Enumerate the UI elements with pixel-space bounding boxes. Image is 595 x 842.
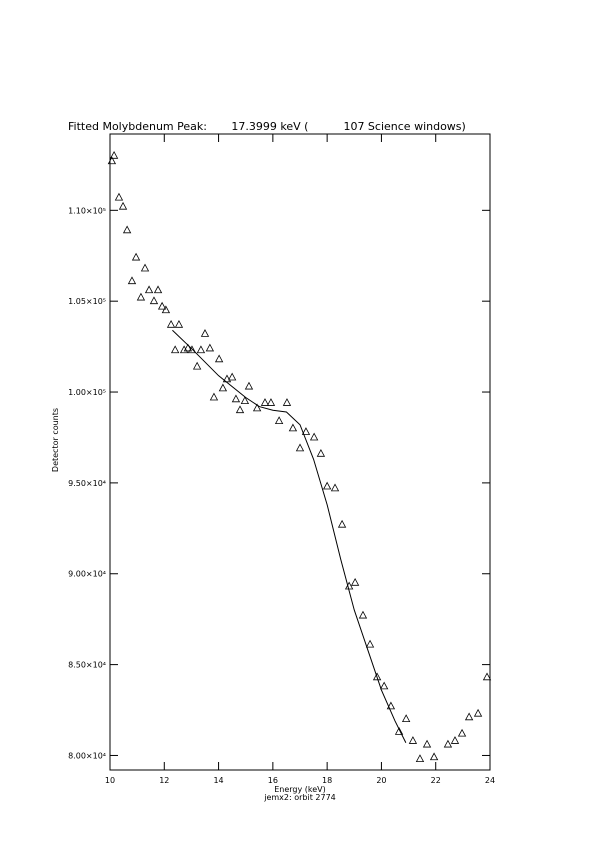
- data-point: [379, 681, 389, 690]
- data-point: [457, 728, 467, 737]
- y-tick-label: 8.00×10⁴: [68, 751, 106, 760]
- data-point: [394, 726, 404, 735]
- data-point: [200, 329, 210, 337]
- data-point: [118, 201, 128, 210]
- data-point: [337, 519, 347, 528]
- data-point: [157, 301, 167, 310]
- x-tick-label: 14: [213, 776, 223, 785]
- data-point: [214, 354, 224, 363]
- data-point: [422, 739, 432, 748]
- data-point: [161, 305, 171, 314]
- data-point: [301, 427, 311, 435]
- x-axis-label: Energy (keV): [274, 785, 326, 794]
- y-tick-label: 8.50×10⁴: [68, 661, 106, 670]
- data-point: [365, 639, 375, 648]
- data-point: [187, 345, 197, 354]
- x-tick-label: 24: [485, 776, 495, 785]
- data-point: [443, 739, 453, 748]
- data-point: [350, 577, 360, 586]
- x-tick-label: 16: [268, 776, 278, 785]
- data-point: [144, 285, 154, 294]
- data-point: [131, 252, 141, 261]
- data-point: [205, 343, 215, 352]
- data-point: [295, 443, 305, 452]
- subtitle: jemx2: orbit 2774: [263, 793, 336, 802]
- data-point: [316, 448, 326, 457]
- chart-title: Fitted Molybdenum Peak: 17.3999 keV ( 10…: [68, 120, 466, 133]
- x-tick-label: 20: [376, 776, 386, 785]
- data-point: [170, 345, 180, 354]
- data-point: [114, 192, 124, 201]
- data-point: [127, 276, 137, 285]
- x-tick-label: 10: [105, 776, 115, 785]
- data-point: [473, 708, 483, 717]
- data-point: [140, 263, 150, 272]
- data-point: [260, 398, 270, 406]
- data-point: [358, 610, 368, 619]
- x-tick-label: 12: [159, 776, 169, 785]
- y-tick-label: 9.50×10⁴: [68, 479, 106, 488]
- data-point: [183, 343, 193, 352]
- data-point: [372, 672, 382, 681]
- data-point: [235, 405, 245, 414]
- fit-line: [172, 329, 407, 743]
- data-point: [408, 736, 418, 744]
- data-point: [149, 296, 159, 305]
- data-point: [309, 432, 319, 441]
- data-point: [107, 156, 117, 165]
- data-point: [252, 403, 262, 412]
- data-point: [482, 672, 492, 681]
- data-point: [415, 754, 425, 762]
- data-point: [136, 292, 146, 301]
- data-point: [450, 736, 460, 744]
- y-tick-label: 1.00×10⁵: [68, 388, 106, 397]
- data-point: [429, 752, 439, 761]
- data-point: [166, 319, 176, 328]
- data-point: [209, 392, 219, 401]
- data-point: [122, 225, 132, 234]
- data-point: [288, 423, 298, 432]
- x-tick-label: 22: [431, 776, 441, 785]
- data-point: [227, 372, 237, 381]
- data-point: [174, 319, 184, 328]
- data-point: [244, 381, 254, 390]
- data-point: [330, 483, 340, 492]
- plot-frame: [109, 133, 491, 771]
- data-point: [322, 481, 332, 490]
- x-tick-label: 18: [322, 776, 332, 785]
- y-axis-label: Detector counts: [51, 408, 60, 472]
- data-point: [401, 714, 411, 723]
- data-point: [109, 150, 119, 159]
- data-point: [153, 285, 163, 294]
- data-point: [266, 398, 276, 406]
- data-point: [179, 345, 189, 354]
- data-point: [218, 383, 228, 392]
- data-point: [464, 712, 474, 721]
- y-tick-label: 1.10×10⁵: [68, 206, 106, 215]
- data-point: [386, 701, 396, 710]
- data-point: [192, 361, 202, 370]
- data-point: [196, 345, 206, 354]
- data-point: [274, 416, 284, 425]
- data-point: [240, 396, 250, 405]
- y-tick-label: 1.05×10⁵: [68, 297, 106, 306]
- y-tick-label: 9.00×10⁴: [68, 570, 106, 579]
- data-point: [282, 398, 292, 406]
- data-point: [231, 394, 241, 403]
